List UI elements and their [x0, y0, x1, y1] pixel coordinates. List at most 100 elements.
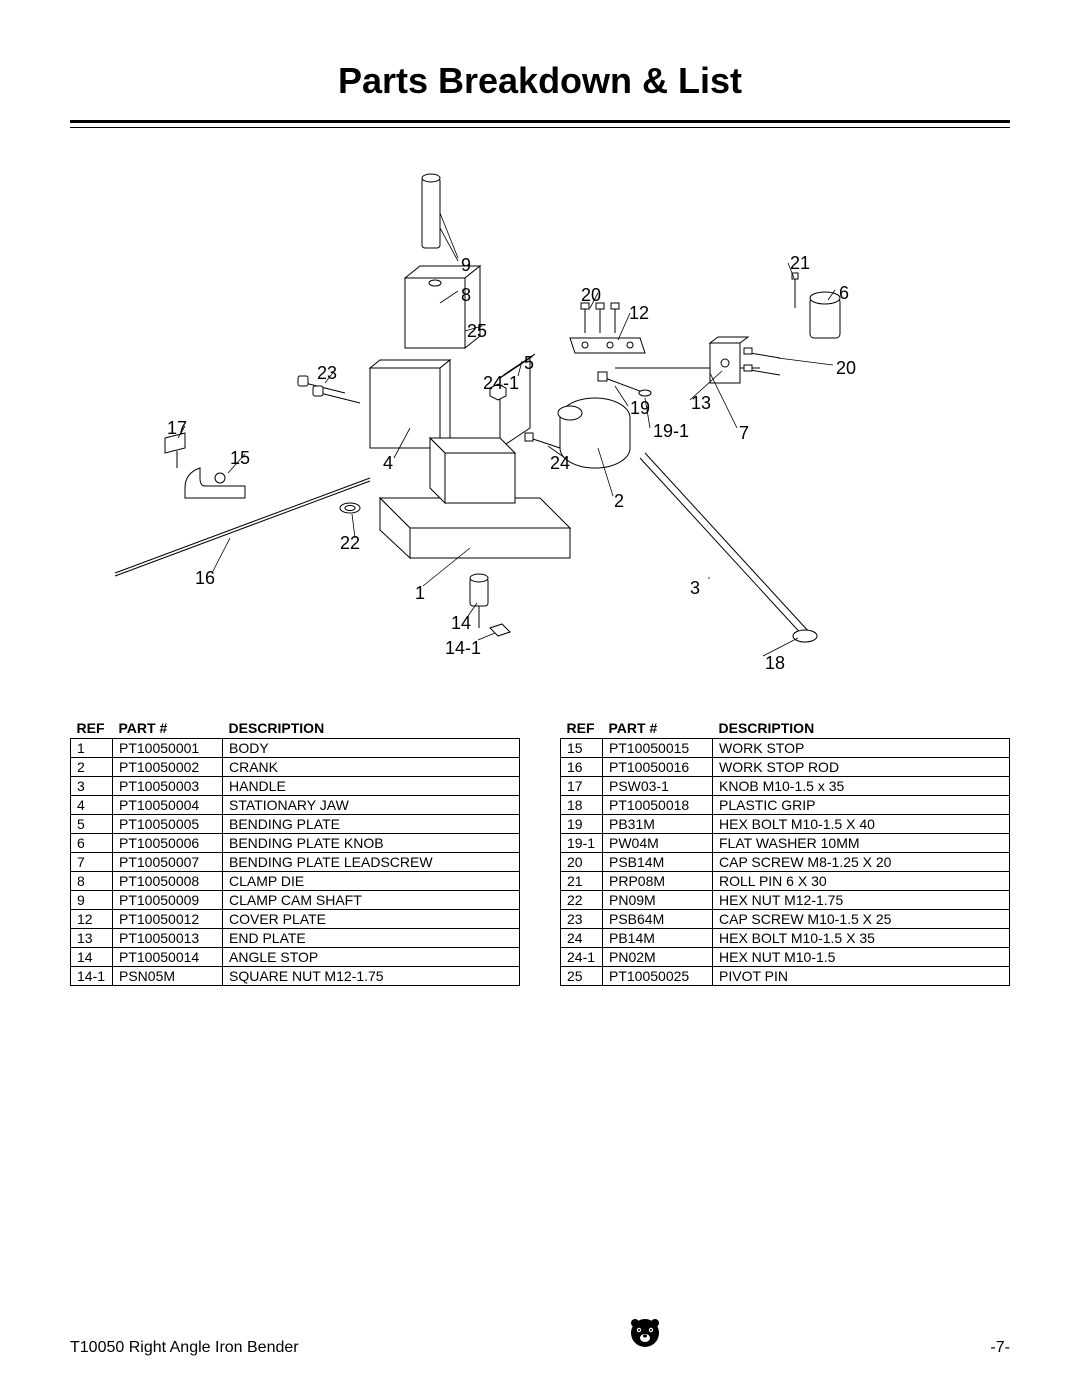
footer-product: T10050 Right Angle Iron Bender [70, 1339, 299, 1357]
table-row: 17PSW03-1KNOB M10-1.5 x 35 [561, 777, 1010, 796]
page-title: Parts Breakdown & List [70, 60, 1010, 102]
callout-22: 22 [340, 533, 360, 554]
callout-19-1: 19-1 [653, 421, 689, 442]
callout-5: 5 [524, 353, 534, 374]
tables-row: REF PART # DESCRIPTION 1PT10050001BODY2P… [70, 718, 1010, 986]
cell-ref: 13 [71, 929, 113, 948]
cell-desc: CRANK [223, 758, 520, 777]
cell-ref: 17 [561, 777, 603, 796]
callout-23: 23 [317, 363, 337, 384]
table-row: 19PB31MHEX BOLT M10-1.5 X 40 [561, 815, 1010, 834]
callout-14-1: 14-1 [445, 638, 481, 659]
cell-desc: HANDLE [223, 777, 520, 796]
table-row: 7PT10050007BENDING PLATE LEADSCREW [71, 853, 520, 872]
table-row: 4PT10050004STATIONARY JAW [71, 796, 520, 815]
table-row: 1PT10050001BODY [71, 739, 520, 758]
callout-2: 2 [614, 491, 624, 512]
col-desc: DESCRIPTION [713, 718, 1010, 739]
table-row: 24-1PN02MHEX NUT M10-1.5 [561, 948, 1010, 967]
table-row: 23PSB64MCAP SCREW M10-1.5 X 25 [561, 910, 1010, 929]
cell-desc: BENDING PLATE LEADSCREW [223, 853, 520, 872]
cell-desc: PIVOT PIN [713, 967, 1010, 986]
table-row: 25PT10050025PIVOT PIN [561, 967, 1010, 986]
callout-6: 6 [839, 283, 849, 304]
col-ref: REF [71, 718, 113, 739]
callout-15: 15 [230, 448, 250, 469]
callout-19: 19 [630, 398, 650, 419]
page-footer: T10050 Right Angle Iron Bender -7- [70, 1316, 1010, 1357]
callout-12: 12 [629, 303, 649, 324]
callout-18: 18 [765, 653, 785, 674]
callout-9: 9 [461, 255, 471, 276]
cell-desc: KNOB M10-1.5 x 35 [713, 777, 1010, 796]
callout-25: 25 [467, 321, 487, 342]
cell-desc: CAP SCREW M8-1.25 X 20 [713, 853, 1010, 872]
cell-ref: 23 [561, 910, 603, 929]
cell-desc: HEX NUT M12-1.75 [713, 891, 1010, 910]
callout-20: 20 [836, 358, 856, 379]
callout-3: 3 [690, 578, 700, 599]
cell-desc: COVER PLATE [223, 910, 520, 929]
parts-table-right: REF PART # DESCRIPTION 15PT10050015WORK … [560, 718, 1010, 986]
cell-desc: BODY [223, 739, 520, 758]
cell-ref: 6 [71, 834, 113, 853]
cell-part: PT10050012 [113, 910, 223, 929]
table-row: 14-1PSN05MSQUARE NUT M12-1.75 [71, 967, 520, 986]
cell-part: PSB14M [603, 853, 713, 872]
cell-part: PT10050003 [113, 777, 223, 796]
cell-desc: BENDING PLATE KNOB [223, 834, 520, 853]
cell-desc: HEX NUT M10-1.5 [713, 948, 1010, 967]
cell-desc: WORK STOP [713, 739, 1010, 758]
cell-ref: 18 [561, 796, 603, 815]
callout-14: 14 [451, 613, 471, 634]
cell-ref: 15 [561, 739, 603, 758]
cell-desc: SQUARE NUT M12-1.75 [223, 967, 520, 986]
cell-ref: 4 [71, 796, 113, 815]
table-row: 5PT10050005BENDING PLATE [71, 815, 520, 834]
table-row: 13PT10050013END PLATE [71, 929, 520, 948]
col-desc: DESCRIPTION [223, 718, 520, 739]
bear-logo-icon [628, 1316, 662, 1357]
table-row: 22PN09MHEX NUT M12-1.75 [561, 891, 1010, 910]
cell-ref: 22 [561, 891, 603, 910]
cell-ref: 5 [71, 815, 113, 834]
cell-ref: 1 [71, 739, 113, 758]
footer-page-number: -7- [990, 1339, 1010, 1357]
cell-desc: END PLATE [223, 929, 520, 948]
callout-7: 7 [739, 423, 749, 444]
table-row: 2PT10050002CRANK [71, 758, 520, 777]
callout-13: 13 [691, 393, 711, 414]
cell-desc: HEX BOLT M10-1.5 X 35 [713, 929, 1010, 948]
cell-ref: 8 [71, 872, 113, 891]
cell-desc: FLAT WASHER 10MM [713, 834, 1010, 853]
cell-desc: HEX BOLT M10-1.5 X 40 [713, 815, 1010, 834]
cell-part: PT10050025 [603, 967, 713, 986]
cell-desc: ANGLE STOP [223, 948, 520, 967]
cell-desc: CLAMP CAM SHAFT [223, 891, 520, 910]
cell-part: PT10050001 [113, 739, 223, 758]
table-row: 24PB14MHEX BOLT M10-1.5 X 35 [561, 929, 1010, 948]
cell-ref: 16 [561, 758, 603, 777]
table-row: 19-1PW04MFLAT WASHER 10MM [561, 834, 1010, 853]
table-row: 18PT10050018PLASTIC GRIP [561, 796, 1010, 815]
callout-24: 24 [550, 453, 570, 474]
cell-part: PT10050007 [113, 853, 223, 872]
cell-desc: PLASTIC GRIP [713, 796, 1010, 815]
cell-part: PRP08M [603, 872, 713, 891]
cell-ref: 12 [71, 910, 113, 929]
parts-table-left: REF PART # DESCRIPTION 1PT10050001BODY2P… [70, 718, 520, 986]
cell-part: PT10050009 [113, 891, 223, 910]
table-row: 15PT10050015WORK STOP [561, 739, 1010, 758]
table-row: 20PSB14MCAP SCREW M8-1.25 X 20 [561, 853, 1010, 872]
cell-part: PW04M [603, 834, 713, 853]
cell-part: PB31M [603, 815, 713, 834]
callout-20: 20 [581, 285, 601, 306]
cell-ref: 24 [561, 929, 603, 948]
cell-ref: 14-1 [71, 967, 113, 986]
callout-17: 17 [167, 418, 187, 439]
table-row: 9PT10050009CLAMP CAM SHAFT [71, 891, 520, 910]
callout-1: 1 [415, 583, 425, 604]
cell-desc: BENDING PLATE [223, 815, 520, 834]
cell-part: PN02M [603, 948, 713, 967]
cell-ref: 21 [561, 872, 603, 891]
